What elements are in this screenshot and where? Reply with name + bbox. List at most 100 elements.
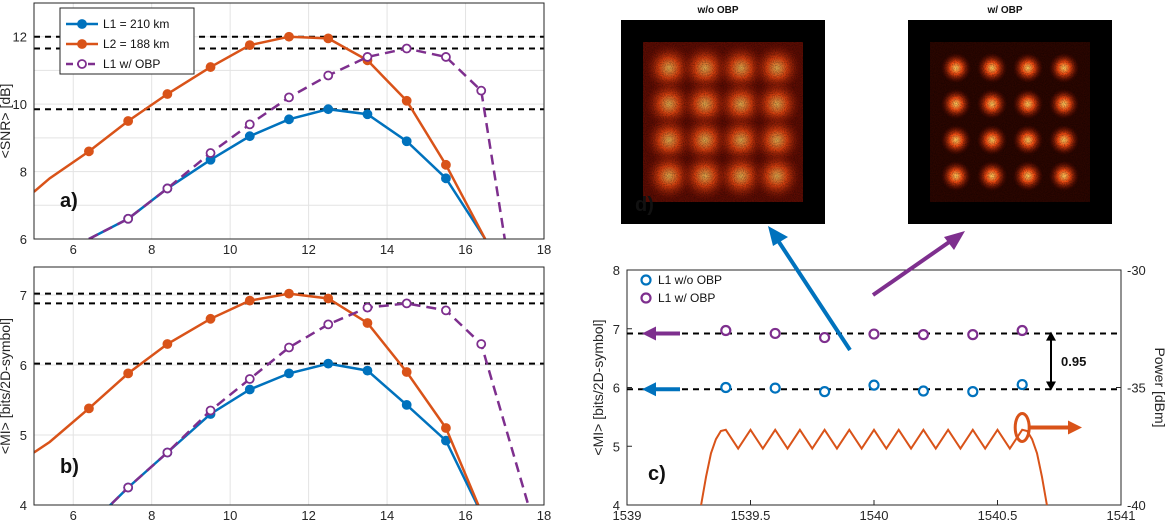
- y-tick-label: 12: [13, 30, 27, 45]
- data-point: [162, 339, 173, 349]
- purple-pointer-arrow: [871, 236, 957, 297]
- data-point: [441, 52, 451, 62]
- legend: L1 = 210 km L2 = 188 km L1 w/ OBP: [59, 7, 195, 75]
- y2-tick-label: -40: [1127, 498, 1146, 513]
- y-axis-label: <MI> [bits/2D-symbol]: [590, 319, 606, 455]
- data-point: [323, 33, 334, 44]
- data-point: [244, 131, 255, 142]
- y2-tick-label: -30: [1127, 263, 1146, 278]
- x-tick-label: 16: [458, 508, 472, 523]
- y-tick-label: 7: [20, 288, 27, 303]
- data-point: [284, 342, 294, 353]
- y-tick-label: 7: [613, 322, 620, 337]
- legend-entry: L2 = 188 km: [103, 37, 169, 51]
- plot-frame: [33, 2, 545, 240]
- legend-marker: [77, 39, 87, 49]
- x-tick-label: 16: [458, 242, 472, 257]
- data-point: [401, 367, 412, 377]
- y2-tick-label: -35: [1127, 381, 1146, 396]
- left-axis-arrowhead-purple: [642, 326, 656, 341]
- data-point: [244, 119, 255, 130]
- data-point: [362, 318, 373, 328]
- data-point: [244, 374, 255, 384]
- panel-label: b): [60, 456, 79, 478]
- legend-entry: L1 w/ OBP: [658, 291, 715, 305]
- data-point: [205, 62, 216, 72]
- series-line-2: [88, 47, 507, 239]
- data-point-1: [720, 324, 732, 337]
- legend-entry: L1 = 210 km: [103, 17, 169, 31]
- data-point-0: [1016, 378, 1028, 391]
- delta-arrowhead-top: [1046, 331, 1056, 341]
- data-point: [441, 159, 451, 170]
- spectrum-trace: [700, 427, 1048, 506]
- y-tick-label: 8: [20, 165, 27, 180]
- data-point: [362, 365, 373, 376]
- data-point: [401, 95, 412, 106]
- noise-overlay: [908, 20, 1112, 224]
- purple-pointer-arrowhead: [944, 231, 965, 250]
- x-tick-label: 12: [301, 242, 315, 257]
- data-point: [441, 173, 451, 184]
- x-tick-label: 14: [380, 242, 394, 257]
- x-tick-label: 8: [148, 242, 155, 257]
- data-point: [205, 313, 216, 324]
- series-line-2: [108, 302, 530, 505]
- x-tick-label: 6: [70, 508, 77, 523]
- panel-d-constellations: w/o OBP w/ OBP d): [621, 5, 1112, 224]
- data-point: [162, 183, 173, 194]
- data-point: [123, 116, 134, 126]
- data-point: [123, 482, 134, 493]
- data-point: [284, 368, 294, 379]
- data-point: [323, 70, 334, 81]
- plot-frame: [33, 266, 545, 506]
- x-tick-label: 12: [301, 508, 315, 523]
- data-point-1: [769, 327, 781, 340]
- y-tick-label: 5: [613, 439, 620, 454]
- data-point-0: [868, 379, 880, 391]
- plot-area: [34, 288, 544, 505]
- y-tick-label: 6: [20, 358, 27, 373]
- legend-entry: L1 w/ OBP: [103, 57, 160, 71]
- data-point: [401, 298, 412, 309]
- legend-entry: L1 w/o OBP: [658, 273, 722, 287]
- data-point: [401, 136, 412, 147]
- blue-pointer-arrowhead: [768, 226, 788, 246]
- x-tick-label: 18: [537, 508, 551, 523]
- legend-marker: [77, 19, 87, 29]
- data-point-1: [967, 329, 979, 341]
- x-tick-label: 14: [380, 508, 394, 523]
- data-point: [123, 368, 134, 379]
- data-point-0: [917, 385, 930, 397]
- left-axis-arrowhead-blue: [642, 382, 656, 397]
- noise-overlay: [621, 20, 825, 224]
- data-point: [323, 293, 334, 304]
- data-point: [244, 295, 255, 306]
- y-axis-label: <SNR> [dB]: [0, 84, 13, 159]
- data-point: [205, 405, 216, 416]
- data-point: [84, 403, 94, 414]
- pointer-arrows: [768, 226, 965, 352]
- plot-area: [34, 31, 544, 239]
- delta-arrowhead-bottom: [1046, 381, 1056, 391]
- data-point: [84, 146, 94, 157]
- data-point: [205, 148, 216, 158]
- data-point: [244, 384, 255, 395]
- legend-marker: [640, 292, 652, 304]
- right-axis-arrowhead: [1068, 420, 1082, 435]
- x-tick-label: 1539.5: [731, 508, 771, 523]
- x-tick-label: 1540.5: [978, 508, 1018, 523]
- x-tick-label: 6: [70, 242, 77, 257]
- data-point: [123, 213, 134, 224]
- x-tick-label: 10: [223, 242, 237, 257]
- x-tick-label: 10: [223, 508, 237, 523]
- data-point-1: [1016, 324, 1028, 337]
- panel-a-snr-chart: 6 8 10 12 14 16 18 6 8 10 12 <SNR> [dB] a) L1 = 210 k…: [0, 2, 551, 257]
- y-tick-label: 6: [613, 381, 620, 396]
- data-point: [362, 109, 373, 120]
- x-tick-label: 8: [148, 508, 155, 523]
- data-point: [362, 302, 373, 313]
- right-image-title: w/ OBP: [986, 5, 1022, 16]
- data-point: [323, 319, 334, 330]
- data-point: [362, 52, 373, 62]
